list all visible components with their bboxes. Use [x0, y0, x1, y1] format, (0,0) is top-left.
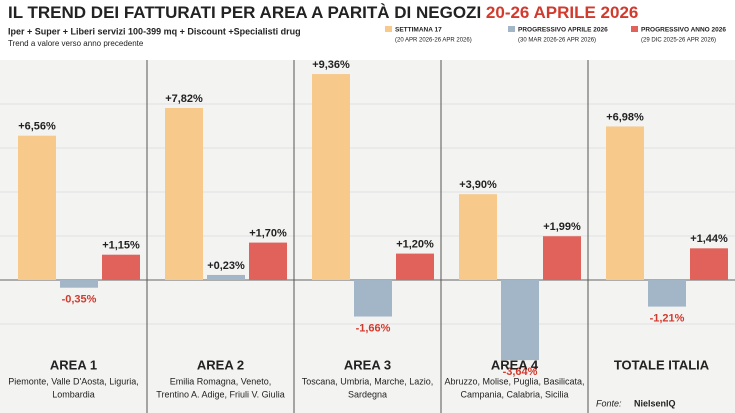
subtitle: Iper + Super + Liberi servizi 100-399 mq…	[8, 26, 301, 36]
source: Fonte:	[596, 398, 622, 408]
legend-label: PROGRESSIVO APRILE 2026	[518, 27, 608, 34]
value-label: -0,35%	[62, 294, 97, 306]
legend-swatch	[385, 26, 392, 32]
bar	[18, 135, 56, 280]
value-label: +1,15%	[102, 240, 140, 252]
x-tick-label: TOTALE ITALIA	[614, 357, 710, 372]
x-tick-label: AREA 1	[50, 357, 97, 372]
bar	[165, 107, 203, 281]
legend-period: (20 APR 2026-26 APR 2026)	[395, 38, 472, 44]
category-detail: Toscana, Umbria, Marche, Lazio,	[302, 376, 434, 386]
value-label: +7,82%	[165, 93, 203, 105]
value-label: -1,21%	[650, 313, 685, 325]
bar	[354, 280, 392, 317]
category-detail: Emilia Romagna, Veneto,	[170, 376, 272, 386]
category-detail: Lombardia	[52, 389, 95, 399]
value-label: +6,98%	[606, 111, 644, 123]
value-label: +0,23%	[207, 260, 245, 272]
category-detail: Abruzzo, Molise, Puglia, Basilicata,	[444, 376, 584, 386]
category-detail: Campania, Calabria, Sicilia	[460, 389, 568, 399]
value-label: +1,20%	[396, 239, 434, 251]
category-detail: Trentino A. Adige, Friuli V. Giulia	[156, 389, 284, 399]
legend-period: (29 DIC 2025-26 APR 2026)	[641, 38, 716, 44]
bar	[249, 242, 287, 280]
legend-period: (30 MAR 2026-26 APR 2026)	[518, 38, 596, 44]
value-label: +6,56%	[18, 121, 56, 133]
value-label: +9,36%	[312, 59, 350, 71]
bar	[543, 236, 581, 280]
x-tick-label: AREA 2	[197, 357, 244, 372]
bar	[648, 280, 686, 307]
value-label: +1,99%	[543, 221, 581, 233]
bar	[207, 274, 245, 280]
source-logo: NielsenIQ	[634, 398, 676, 408]
legend-label: PROGRESSIVO ANNO 2026	[641, 27, 726, 34]
legend-label: SETTIMANA 17	[395, 27, 442, 34]
bar	[459, 194, 497, 280]
value-label: +1,44%	[690, 233, 728, 245]
x-tick-label: AREA 4	[491, 357, 539, 372]
chart-title: IL TREND DEI FATTURATI PER AREA A PARITÀ…	[8, 3, 638, 22]
value-label: +1,70%	[249, 228, 287, 240]
bar	[690, 248, 728, 280]
bar	[312, 74, 350, 280]
category-detail: Piemonte, Valle D'Aosta, Liguria,	[8, 376, 139, 386]
bar	[102, 254, 140, 280]
legend-swatch	[508, 26, 515, 32]
category-detail: Sardegna	[348, 389, 387, 399]
bar	[60, 280, 98, 288]
x-tick-label: AREA 3	[344, 357, 391, 372]
note: Trend a valore verso anno precedente	[8, 39, 144, 48]
value-label: +3,90%	[459, 179, 497, 191]
value-label: -1,66%	[356, 322, 391, 334]
bar	[501, 280, 539, 361]
value-label: -3,64%	[503, 366, 538, 378]
bar	[396, 253, 434, 280]
bar	[606, 126, 644, 280]
legend-swatch	[631, 26, 638, 32]
